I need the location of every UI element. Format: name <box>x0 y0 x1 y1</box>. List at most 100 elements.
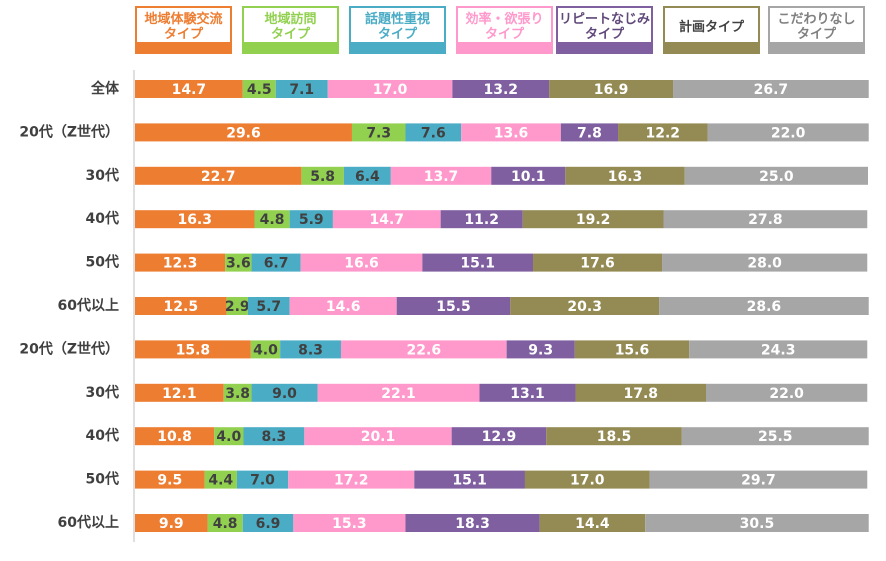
data-label: 9.9 <box>159 516 184 532</box>
data-label: 14.4 <box>575 516 610 532</box>
data-label: 7.8 <box>577 125 602 141</box>
bar-segment <box>300 253 423 272</box>
data-label: 22.0 <box>769 386 804 402</box>
legend-swatch <box>458 42 551 52</box>
bar-segment <box>236 470 289 489</box>
data-label: 17.0 <box>373 82 408 98</box>
bar-segment <box>135 340 251 359</box>
legend-label: リピートなじみ タイプ <box>558 12 650 42</box>
data-label: 5.8 <box>310 169 335 185</box>
data-label: 20.1 <box>361 429 396 445</box>
data-label: 24.3 <box>761 342 796 358</box>
legend-label: 効率・欲張り タイプ <box>465 12 544 42</box>
legend-label: 計画タイプ <box>678 19 744 35</box>
bar-segment <box>440 210 523 229</box>
data-label: 22.1 <box>381 386 416 402</box>
bar-segment <box>135 297 227 315</box>
category-label: 40代 <box>86 210 119 227</box>
legend-item: 効率・欲張り タイプ <box>456 6 553 54</box>
bar-segment <box>225 253 252 272</box>
legend-item: こだわりなし タイプ <box>768 6 865 54</box>
data-label: 22.0 <box>771 125 806 141</box>
bar-segment <box>293 514 406 532</box>
data-label: 16.9 <box>594 82 629 98</box>
legend-label: こだわりなし タイプ <box>777 12 856 42</box>
data-label: 9.0 <box>272 386 297 402</box>
data-label: 5.7 <box>256 299 281 315</box>
bar-segment <box>618 123 708 142</box>
bar-segment <box>390 166 492 185</box>
data-label: 25.5 <box>758 429 793 445</box>
category-label: 50代 <box>86 254 119 271</box>
data-label: 22.7 <box>201 169 236 185</box>
data-label: 15.1 <box>460 256 495 272</box>
bar-segment <box>251 383 318 402</box>
bar-segment <box>414 470 525 489</box>
bar-segment <box>304 427 452 446</box>
bar-segment <box>288 470 415 489</box>
data-label: 25.0 <box>759 169 794 185</box>
bar-segment <box>351 123 406 142</box>
category-label: 30代 <box>86 384 119 401</box>
bar-segment <box>510 297 660 315</box>
legend-label: 地域体験交流 タイプ <box>144 12 223 42</box>
data-label: 15.3 <box>332 516 367 532</box>
bar-segment <box>451 427 547 446</box>
bar-segment <box>242 514 294 532</box>
bar-segment <box>533 253 663 272</box>
data-label: 7.3 <box>366 125 391 141</box>
bar-segment <box>405 123 462 142</box>
data-label: 29.6 <box>226 125 261 141</box>
bar-segment <box>539 514 646 532</box>
legend-swatch <box>665 42 758 52</box>
data-label: 5.9 <box>299 212 324 228</box>
data-label: 20.3 <box>567 299 602 315</box>
bar-segment <box>301 166 344 185</box>
data-label: 4.4 <box>208 473 233 489</box>
data-label: 16.6 <box>344 256 379 272</box>
data-label: 29.7 <box>741 473 776 489</box>
bar-segment <box>289 210 333 229</box>
data-label: 14.7 <box>370 212 405 228</box>
data-label: 11.2 <box>464 212 499 228</box>
bar-segment <box>706 383 868 402</box>
bar-segment <box>649 470 868 489</box>
category-label: 60代以上 <box>58 297 119 314</box>
data-label: 18.5 <box>597 429 632 445</box>
bar-segment <box>214 427 244 446</box>
legend-swatch <box>137 42 230 52</box>
bar-segment <box>673 80 869 98</box>
data-label: 13.6 <box>494 125 529 141</box>
data-label: 19.2 <box>576 212 611 228</box>
bar-segment <box>575 383 707 402</box>
legend-item: 地域体験交流 タイプ <box>135 6 232 54</box>
bar-segment <box>135 470 205 489</box>
bar-segment <box>565 166 685 185</box>
bar-segment <box>461 123 561 142</box>
data-label: 2.9 <box>225 299 250 315</box>
data-label: 16.3 <box>177 212 212 228</box>
data-label: 15.5 <box>436 299 471 315</box>
bar-segment <box>681 427 869 446</box>
data-label: 7.0 <box>250 473 275 489</box>
bar-segment <box>491 166 566 185</box>
data-label: 10.1 <box>511 169 546 185</box>
bar-segment <box>135 383 224 402</box>
legend-swatch <box>351 42 444 52</box>
data-label: 4.8 <box>260 212 285 228</box>
data-label: 17.6 <box>580 256 615 272</box>
legend-swatch <box>244 42 337 52</box>
data-label: 14.6 <box>326 299 361 315</box>
data-label: 17.2 <box>334 473 369 489</box>
bar-segment <box>135 210 255 229</box>
data-label: 13.1 <box>510 386 545 402</box>
data-label: 8.3 <box>261 429 286 445</box>
data-label: 8.3 <box>298 342 323 358</box>
data-label: 15.1 <box>452 473 487 489</box>
legend-item: 計画タイプ <box>663 6 760 54</box>
bar-segment <box>574 340 690 359</box>
bar-segment <box>223 383 252 402</box>
category-label: 40代 <box>86 427 119 444</box>
data-label: 27.8 <box>748 212 783 228</box>
data-label: 15.6 <box>615 342 650 358</box>
